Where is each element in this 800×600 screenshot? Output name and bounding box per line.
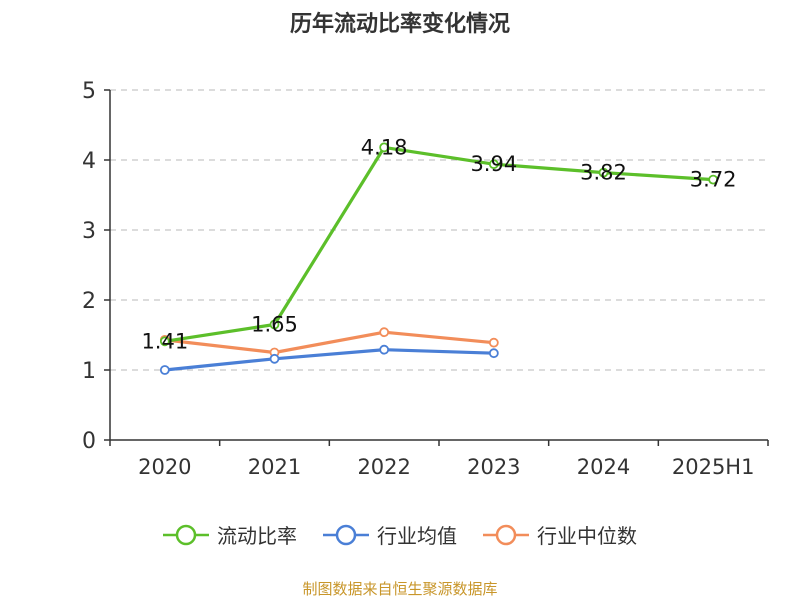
legend-marker-icon: [483, 524, 529, 545]
y-tick-label: 0: [82, 429, 96, 454]
data-label: 1.65: [251, 313, 298, 337]
series-line: [164, 145, 714, 343]
y-tick-label: 5: [82, 79, 96, 104]
data-labels: 1.41 1.65 4.18 3.94 3.82 3.72: [141, 135, 736, 353]
y-tick-label: 2: [82, 289, 96, 314]
data-point: [269, 353, 280, 364]
data-point: [379, 327, 390, 338]
y-tick-label: 3: [82, 219, 96, 244]
y-tick-label: 4: [82, 149, 96, 174]
source-note: 制图数据来自恒生聚源数据库: [302, 580, 498, 598]
series-line: [164, 330, 494, 355]
y-tick-label: 1: [82, 359, 96, 384]
legend-item[interactable]: 行业均值: [323, 520, 457, 549]
axes: 0 1 2 3 4 5 2020 2021 2022 2023 2024 2025H1: [82, 79, 769, 479]
legend-item[interactable]: 行业中位数: [483, 520, 637, 549]
x-tick-label: 2024: [577, 455, 630, 479]
x-tick-label: 2022: [357, 455, 410, 479]
grid-lines: [110, 89, 768, 371]
chart-title: 历年流动比率变化情况: [289, 12, 510, 37]
data-point: [488, 348, 499, 359]
data-label: 3.94: [470, 152, 517, 176]
x-tick-label: 2021: [248, 455, 301, 479]
legend-label: 行业中位数: [537, 524, 637, 548]
data-label: 1.41: [141, 329, 188, 353]
data-point: [488, 337, 499, 348]
data-point: [379, 344, 390, 355]
data-point: [598, 167, 609, 178]
series-line: [164, 348, 494, 372]
x-tick-label: 2023: [467, 455, 520, 479]
data-point: [159, 336, 170, 347]
data-label: 3.82: [580, 161, 627, 185]
series-lines: [159, 142, 719, 375]
data-point: [708, 174, 719, 185]
x-tick-label: 2025H1: [672, 455, 755, 479]
x-tick-label: 2020: [138, 455, 191, 479]
legend-item[interactable]: 流动比率: [163, 520, 297, 549]
legend-marker-icon: [163, 524, 209, 545]
legend-marker-icon: [323, 524, 369, 545]
data-point: [159, 365, 170, 375]
data-point: [269, 319, 280, 330]
legend: 流动比率 行业均值 行业中位数: [0, 520, 800, 549]
data-point: [379, 142, 390, 153]
data-label: 3.72: [690, 168, 737, 192]
legend-label: 流动比率: [217, 524, 297, 548]
legend-label: 行业均值: [377, 524, 457, 548]
data-point: [488, 159, 499, 170]
data-label: 4.18: [361, 135, 408, 159]
